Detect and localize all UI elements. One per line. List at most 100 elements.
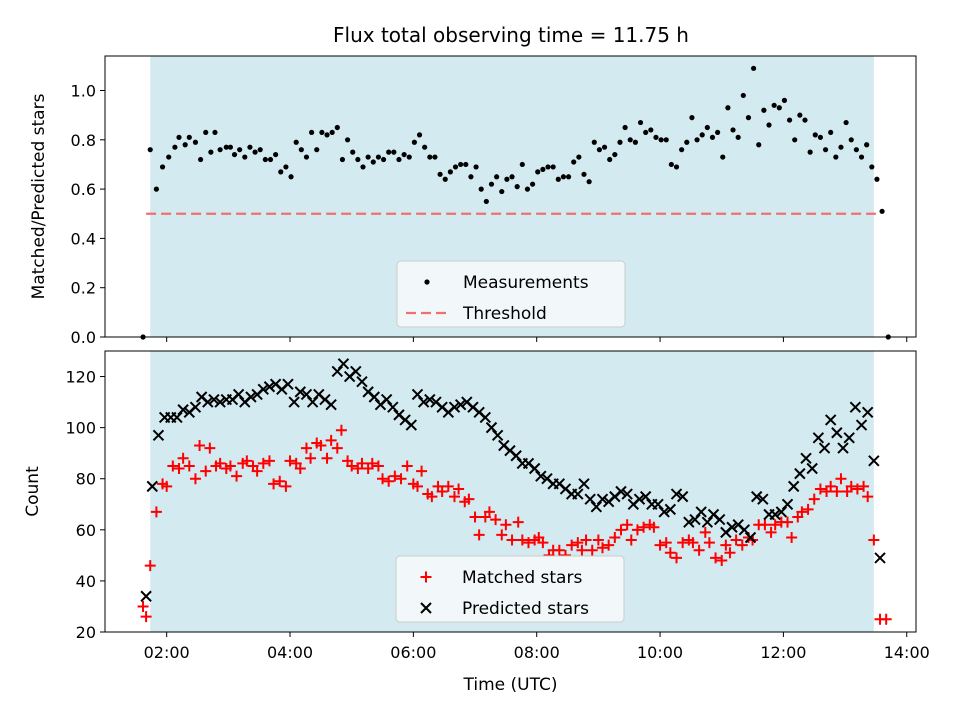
matched-point (331, 442, 343, 454)
matched-point (730, 534, 742, 546)
measurement-point (447, 169, 453, 175)
predicted-point (775, 506, 788, 518)
matched-point (825, 480, 837, 492)
measurement-point (720, 154, 726, 160)
matched-point (383, 475, 395, 487)
measurement-point (591, 139, 597, 145)
measurement-point (370, 159, 376, 165)
matched-point (522, 537, 534, 549)
matched-point (251, 465, 263, 477)
legend: Matched stars Predicted stars (395, 555, 625, 623)
measurement-point (375, 154, 382, 160)
matched-point (321, 452, 333, 464)
predicted-point (683, 516, 695, 528)
measurement-point (437, 171, 443, 177)
legend-marker-measurements (424, 279, 430, 285)
predicted-point (448, 401, 461, 413)
measurement-point (689, 115, 695, 121)
matched-point (173, 463, 185, 475)
matched-point (241, 455, 253, 467)
top-panel-ratio: 0.0 0.2 0.4 0.6 0.8 1.0 Matched/Predicted star… (29, 55, 917, 347)
predicted-point (405, 419, 418, 431)
measurement-point (632, 139, 638, 145)
matched-point (677, 537, 689, 549)
matched-point (596, 542, 608, 554)
measurement-point (242, 154, 248, 160)
predicted-point (208, 393, 220, 406)
predicted-point (590, 501, 603, 513)
predicted-point (713, 513, 726, 526)
measurement-point (478, 186, 484, 192)
y-tick-label: 80 (76, 470, 96, 489)
series-predicted-stars (140, 358, 886, 602)
measurement-point (416, 132, 423, 138)
measurement-point (488, 181, 495, 187)
predicted-point (331, 365, 344, 378)
measurement-point (555, 176, 561, 182)
matched-point (580, 534, 592, 546)
matched-point (426, 491, 438, 503)
matched-point (814, 483, 826, 495)
measurement-point (766, 122, 772, 128)
predicted-point (861, 406, 874, 419)
series-matched-stars (137, 424, 892, 625)
measurement-point (797, 112, 803, 118)
measurement-point (422, 144, 428, 150)
y-tick-label: 0.6 (71, 180, 96, 199)
measurement-point (329, 129, 335, 136)
predicted-point (288, 396, 300, 408)
measurement-point (509, 174, 515, 180)
matched-point (782, 516, 794, 528)
predicted-point (454, 398, 467, 411)
predicted-point (152, 429, 165, 442)
matched-point (572, 537, 584, 549)
matched-point (280, 480, 292, 492)
matched-point (786, 531, 798, 543)
measurement-point (262, 156, 268, 163)
predicted-point (411, 388, 424, 401)
measurement-point (735, 134, 741, 140)
matched-point (204, 442, 216, 454)
predicted-point (380, 393, 393, 406)
measurement-point (776, 105, 782, 111)
measurement-point (730, 127, 736, 133)
measurement-point (391, 149, 397, 155)
measurement-point (802, 117, 808, 123)
measurement-point (494, 174, 500, 180)
matched-point (150, 506, 162, 518)
y-tick-label: 1.0 (71, 82, 96, 101)
measurement-point (725, 105, 731, 111)
measurement-point (319, 129, 325, 136)
measurement-point (386, 149, 392, 155)
predicted-point (633, 493, 646, 505)
measurement-point (380, 156, 387, 163)
predicted-point (535, 470, 547, 482)
measurement-point (499, 188, 505, 195)
matched-point (880, 613, 892, 625)
measurement-point (483, 198, 489, 205)
matched-point (346, 460, 358, 472)
predicted-point (282, 378, 294, 390)
x-tick-label: 06:00 (390, 643, 436, 662)
measurement-point (745, 115, 752, 121)
measurement-point (668, 161, 674, 168)
predicted-point (232, 388, 245, 401)
matched-point (448, 491, 460, 503)
predicted-point (874, 552, 886, 564)
measurement-point (223, 144, 229, 150)
measurement-point (298, 147, 304, 153)
measurement-point (283, 164, 289, 170)
predicted-point (744, 531, 757, 544)
measurement-point (147, 147, 153, 153)
x-axis-label: Time (UTC) (463, 675, 558, 695)
legend-label: Threshold (462, 304, 547, 324)
matched-point (796, 506, 808, 518)
matched-point (483, 506, 495, 518)
measurement-point (442, 176, 448, 182)
measurement-point (360, 164, 366, 170)
matched-point (294, 463, 306, 475)
matched-point (490, 514, 502, 526)
legend-label: Predicted stars (462, 599, 589, 619)
x-tick-label: 10:00 (637, 643, 683, 662)
